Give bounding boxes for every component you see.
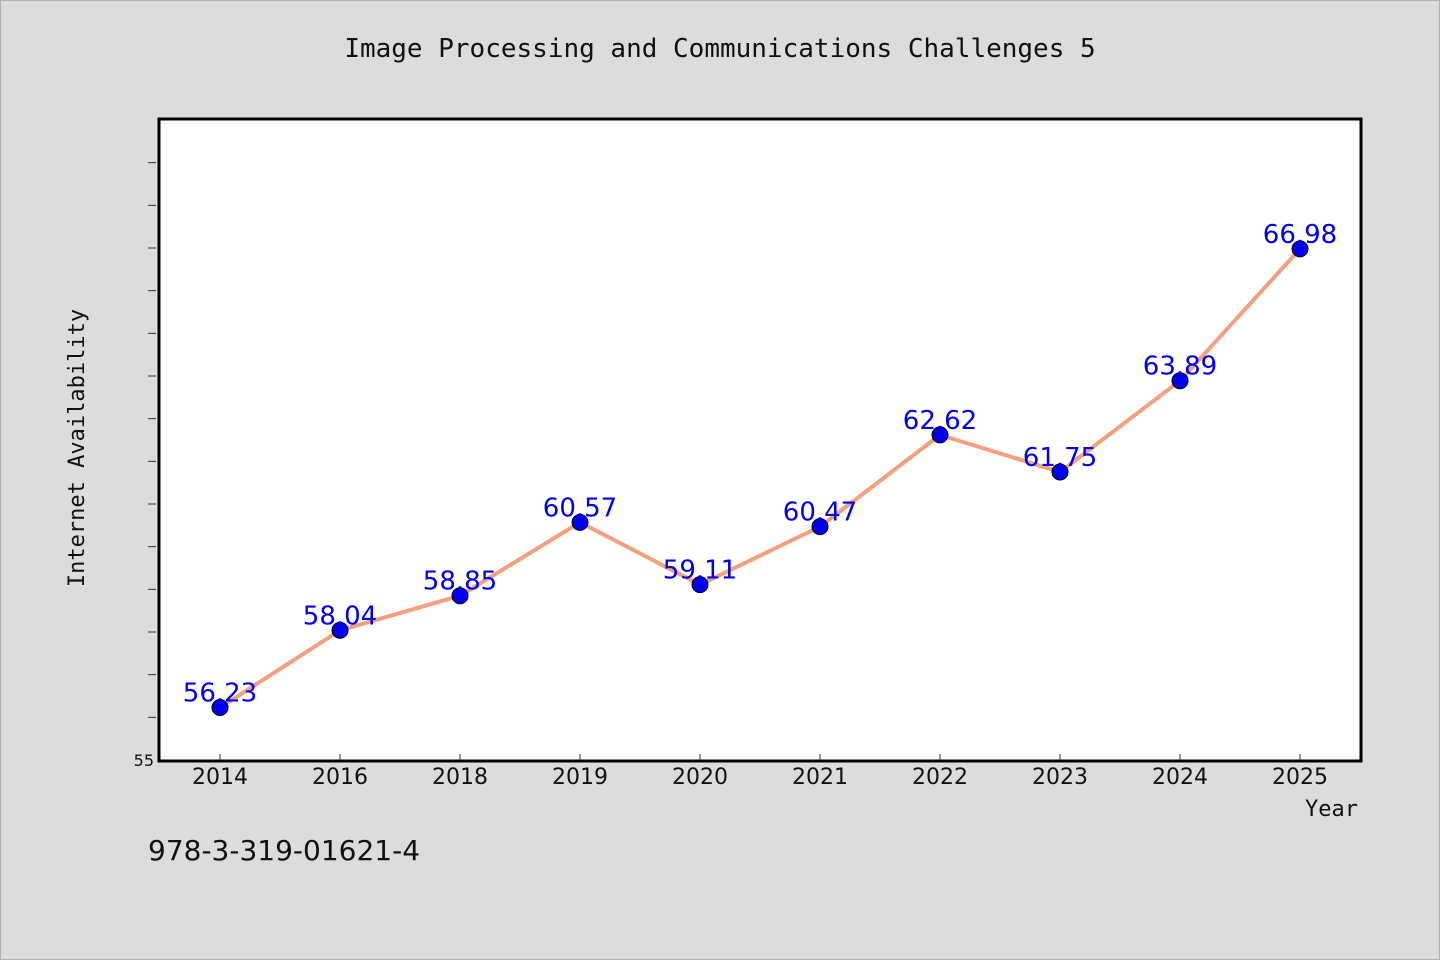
x-tick-label: 2014 <box>192 765 248 790</box>
isbn-text: 978-3-319-01621-4 <box>148 834 421 867</box>
data-point <box>571 513 589 531</box>
data-label: 59.11 <box>663 556 737 586</box>
data-label: 58.85 <box>423 567 497 597</box>
chart-title: Image Processing and Communications Chal… <box>344 34 1096 64</box>
x-tick-label: 2023 <box>1032 765 1088 790</box>
x-tick-label: 2021 <box>792 765 848 790</box>
x-tick-label: 2018 <box>432 765 488 790</box>
y-tick-label: 55 <box>134 751 154 770</box>
data-point <box>211 699 229 717</box>
data-point <box>331 621 349 639</box>
data-label: 63.89 <box>1143 352 1217 382</box>
x-tick-label: 2022 <box>912 765 968 790</box>
data-point <box>1051 463 1069 481</box>
data-label: 58.04 <box>303 601 377 631</box>
x-tick-label: 2016 <box>312 765 368 790</box>
x-tick-label: 2024 <box>1152 765 1208 790</box>
series-line <box>218 247 1302 710</box>
data-point <box>1291 240 1309 258</box>
y-axis-ticks: 55 <box>134 162 156 770</box>
plot-area <box>157 117 1363 763</box>
data-point <box>931 426 949 444</box>
data-label: 66.98 <box>1263 220 1337 250</box>
x-tick-label: 2019 <box>552 765 608 790</box>
data-point <box>451 587 469 605</box>
x-axis-ticks: 2014 2016 2018 2019 2020 2021 2022 2023 2024 2025 <box>192 754 1328 790</box>
data-point <box>691 576 709 594</box>
data-label: 62.62 <box>903 406 977 436</box>
data-point <box>1171 372 1189 390</box>
x-tick-label: 2025 <box>1272 765 1328 790</box>
x-tick-label: 2020 <box>672 765 728 790</box>
data-point <box>811 518 829 536</box>
x-axis-title: Year <box>1305 797 1358 822</box>
data-label: 56.23 <box>183 679 257 709</box>
y-axis-title: Internet Availability <box>65 309 90 587</box>
data-label: 61.75 <box>1023 443 1097 473</box>
data-label: 60.47 <box>783 498 857 528</box>
data-label: 60.57 <box>543 493 617 523</box>
series-group: 56.23 58.04 58.85 60.57 59.11 60.47 62.62 61.75… <box>183 220 1337 717</box>
